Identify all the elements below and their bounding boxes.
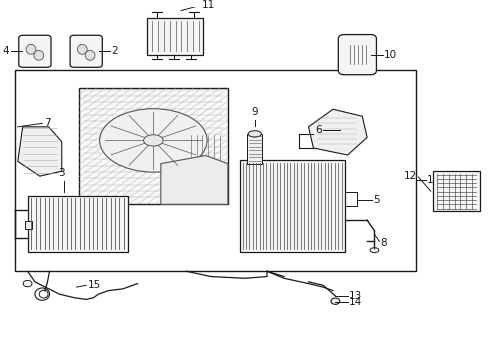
Ellipse shape [144,135,163,146]
Text: 15: 15 [88,280,101,290]
FancyBboxPatch shape [338,35,376,75]
Text: 13: 13 [349,291,362,301]
Bar [27,195,128,252]
Text: 11: 11 [202,0,215,10]
Ellipse shape [77,44,87,54]
Ellipse shape [26,44,36,54]
Text: 6: 6 [315,125,322,135]
Ellipse shape [248,131,261,137]
Text: 4: 4 [3,46,9,56]
Text: 14: 14 [349,297,362,307]
Polygon shape [161,156,228,204]
Bar [79,88,228,204]
Ellipse shape [370,248,379,253]
Text: 10: 10 [384,50,397,60]
Ellipse shape [85,50,95,60]
Text: 5: 5 [373,195,380,205]
Text: 8: 8 [380,238,387,248]
FancyBboxPatch shape [19,35,51,67]
Ellipse shape [99,109,207,172]
Bar [240,160,345,252]
Bar [433,171,480,211]
Bar [15,71,416,271]
Bar [247,134,262,164]
Text: 9: 9 [251,107,258,117]
FancyBboxPatch shape [70,35,102,67]
Ellipse shape [331,298,340,304]
Text: 3: 3 [58,168,65,178]
Ellipse shape [34,50,44,60]
Text: 2: 2 [112,46,118,56]
Polygon shape [18,127,62,176]
Polygon shape [309,109,367,155]
Bar [25,221,32,229]
Text: 1: 1 [427,175,433,185]
Text: 12: 12 [404,171,417,181]
Bar [147,18,203,55]
Text: 7: 7 [44,118,50,128]
